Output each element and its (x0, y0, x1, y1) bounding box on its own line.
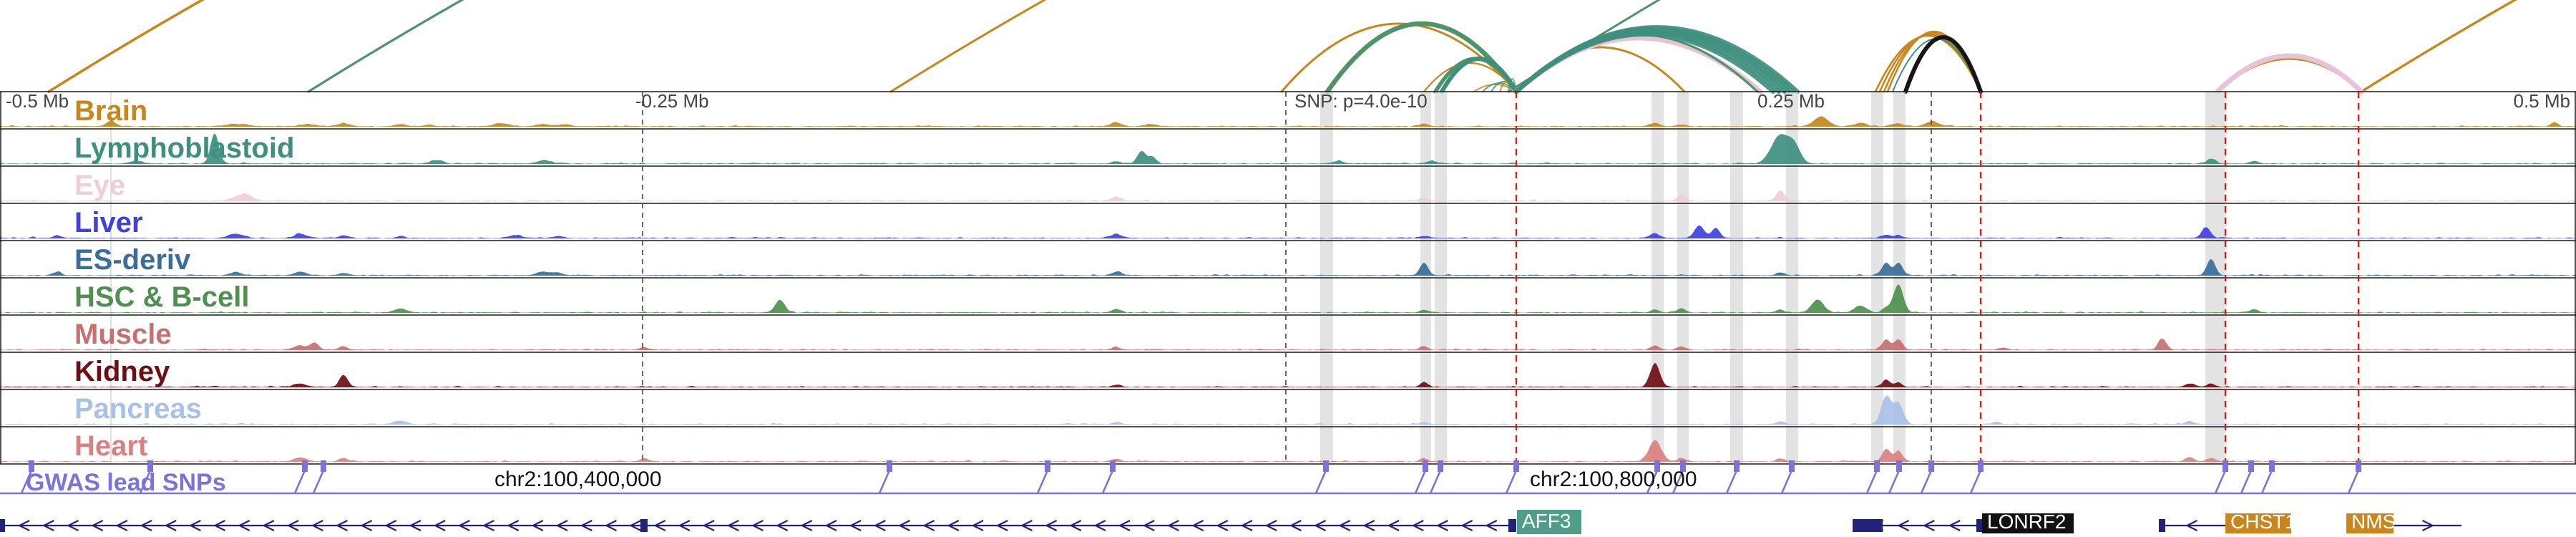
svg-text:HSC & B-cell: HSC & B-cell (74, 281, 250, 313)
svg-text:AFF3: AFF3 (1522, 510, 1571, 532)
svg-text:Lymphoblastoid: Lymphoblastoid (74, 132, 294, 164)
svg-text:GWAS lead SNPs: GWAS lead SNPs (26, 469, 226, 496)
svg-text:Eye: Eye (74, 170, 125, 201)
svg-text:-0.5 Mb: -0.5 Mb (6, 90, 69, 112)
svg-text:-0.25 Mb: -0.25 Mb (635, 90, 709, 112)
svg-text:chr2:100,800,000: chr2:100,800,000 (1530, 468, 1697, 491)
svg-text:Liver: Liver (74, 207, 143, 238)
svg-text:Heart: Heart (74, 430, 147, 462)
svg-text:0.25 Mb: 0.25 Mb (1757, 90, 1825, 112)
svg-text:NMS: NMS (2351, 511, 2396, 533)
svg-text:Brain: Brain (74, 95, 147, 127)
svg-text:Kidney: Kidney (74, 356, 170, 387)
svg-text:Muscle: Muscle (74, 319, 172, 350)
svg-text:chr2:100,400,000: chr2:100,400,000 (494, 468, 662, 491)
svg-text:0.5 Mb: 0.5 Mb (2514, 90, 2571, 112)
svg-text:ES-deriv: ES-deriv (74, 244, 191, 276)
svg-text:Pancreas: Pancreas (74, 393, 202, 425)
svg-text:SNP: p=4.0e-10: SNP: p=4.0e-10 (1294, 90, 1428, 112)
svg-text:CHST10: CHST10 (2230, 511, 2307, 533)
svg-text:LONRF2: LONRF2 (1987, 511, 2066, 533)
